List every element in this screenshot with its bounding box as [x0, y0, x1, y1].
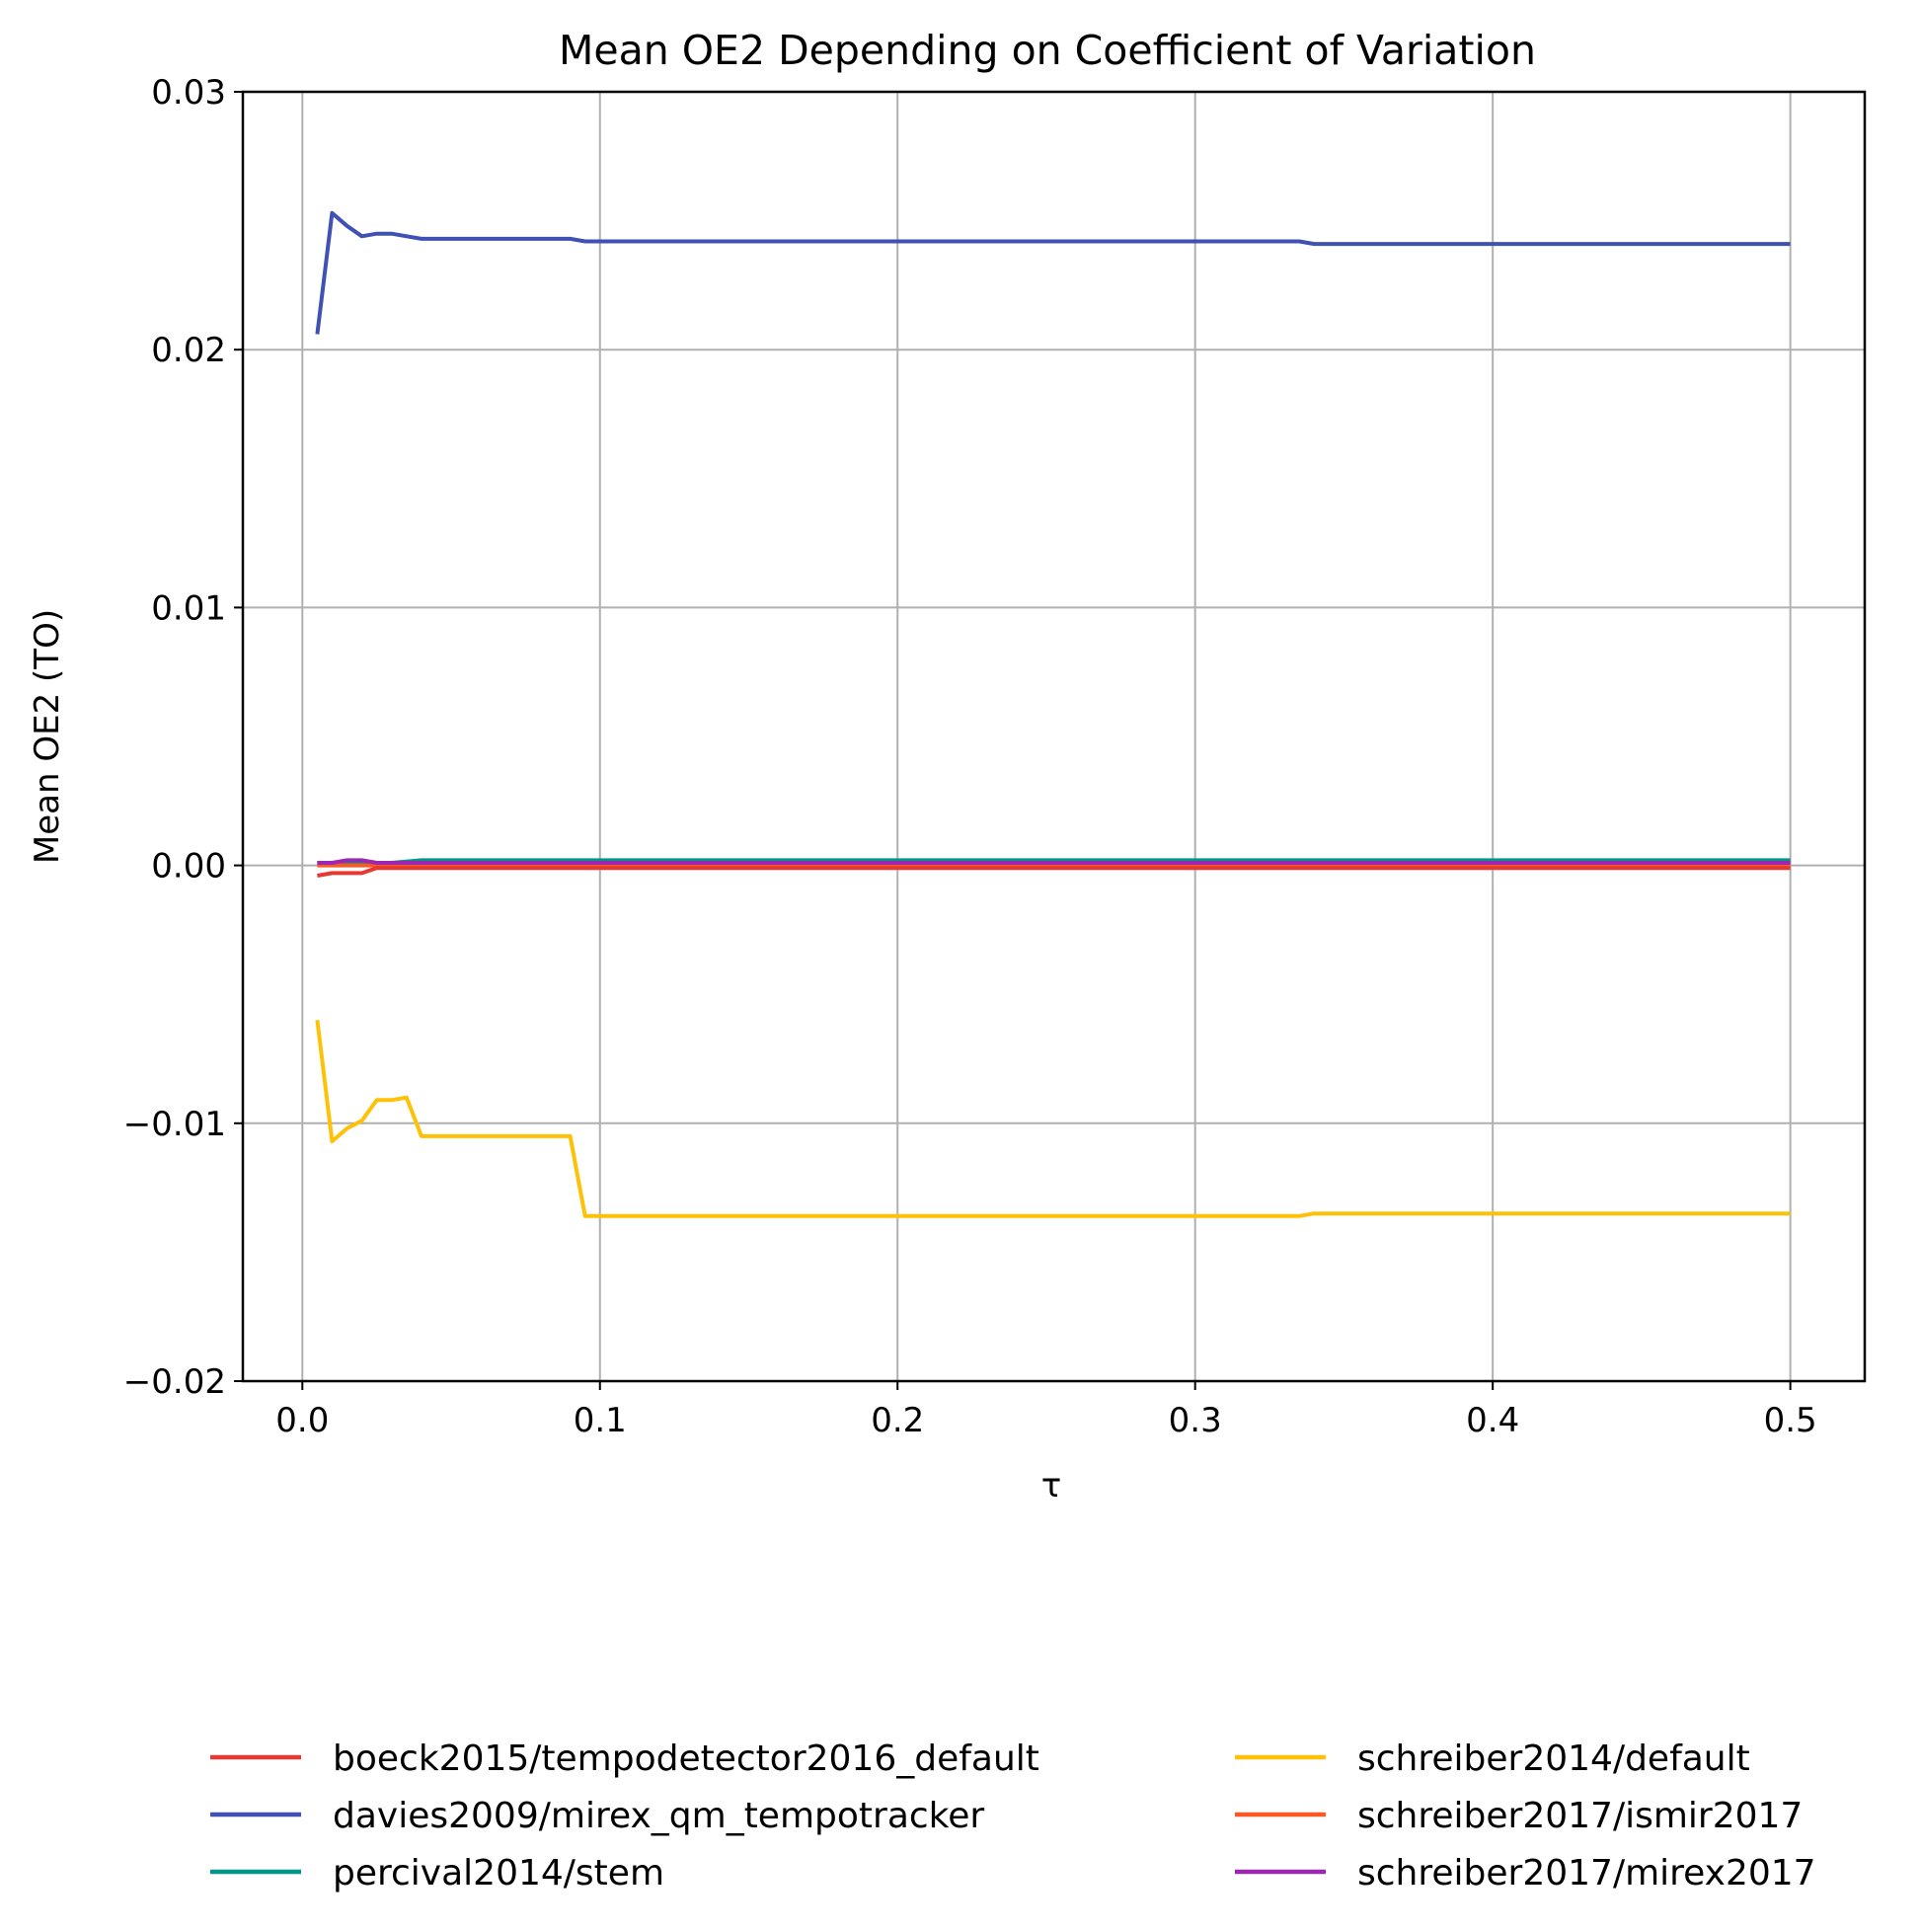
legend-label: percival2014/stem [333, 1853, 664, 1893]
y-tick-label: 0.02 [151, 331, 226, 370]
series-line [315, 1020, 1791, 1218]
series-lines [315, 210, 1791, 1218]
series-line [317, 858, 1791, 865]
legend-label: boeck2015/tempodetector2016_default [333, 1739, 1039, 1779]
plot-frame [241, 90, 1867, 1383]
x-tick-label: 0.0 [275, 1401, 329, 1440]
y-axis: −0.02 −0.01 0.00 0.01 0.02 0.03 [123, 73, 243, 1402]
x-axis-label: τ [1041, 1466, 1061, 1506]
legend-label: schreiber2017/ismir2017 [1357, 1796, 1803, 1836]
y-axis-label: Mean OE2 (TO) [28, 609, 67, 864]
legend-label: davies2009/mirex_qm_tempotracker [333, 1796, 984, 1836]
y-tick-label: 0.01 [151, 588, 226, 628]
legend-label: schreiber2014/default [1357, 1739, 1750, 1779]
y-tick-label: −0.02 [123, 1362, 226, 1402]
series-line [317, 866, 1791, 878]
x-tick-label: 0.5 [1764, 1401, 1817, 1440]
x-tick-label: 0.2 [871, 1401, 924, 1440]
x-tick-label: 0.4 [1466, 1401, 1519, 1440]
series-line [317, 858, 1791, 865]
series-line [315, 210, 1791, 335]
legend-label: schreiber2017/mirex2017 [1357, 1853, 1816, 1893]
chart-title: Mean OE2 Depending on Coefficient of Var… [559, 27, 1536, 74]
x-tick-label: 0.3 [1169, 1401, 1222, 1440]
y-tick-label: 0.03 [151, 73, 226, 113]
y-tick-label: 0.00 [151, 847, 226, 887]
y-tick-label: −0.01 [123, 1105, 226, 1144]
legend: boeck2015/tempodetector2016_defaultdavie… [210, 1739, 1816, 1893]
x-tick-label: 0.1 [574, 1401, 627, 1440]
x-axis: 0.0 0.1 0.2 0.3 0.4 0.5 [275, 1381, 1817, 1440]
